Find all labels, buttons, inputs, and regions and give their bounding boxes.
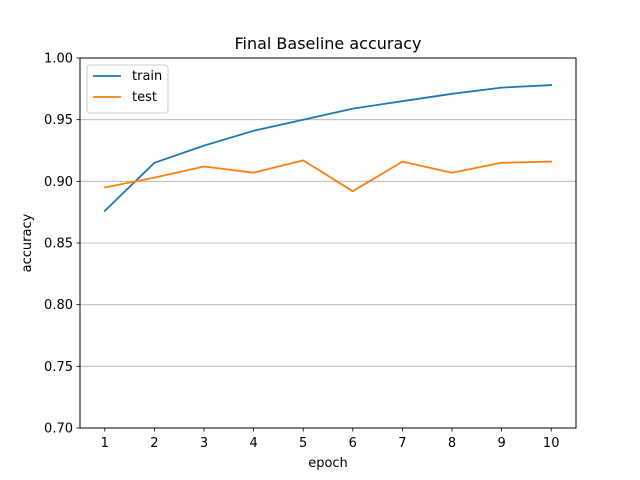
- x-tick-label: 6: [349, 436, 357, 451]
- y-axis-label: accuracy: [20, 213, 35, 272]
- x-tick-label: 1: [101, 436, 109, 451]
- x-tick-label: 8: [448, 436, 456, 451]
- x-tick-label: 2: [150, 436, 158, 451]
- legend-label-test: test: [132, 90, 157, 105]
- y-tick-label: 1.00: [44, 52, 73, 67]
- x-tick-label: 7: [398, 436, 406, 451]
- x-tick-label: 3: [200, 436, 208, 451]
- y-tick-label: 0.75: [44, 360, 73, 375]
- chart-title: Final Baseline accuracy: [234, 34, 421, 53]
- x-tick-label: 5: [299, 436, 307, 451]
- legend-box: [86, 64, 169, 114]
- axis-ticks: 0.70 0.75 0.80 0.85 0.90 0.95 1.00 1 2 3 4 5 6 7 8 9 10: [44, 52, 559, 452]
- y-tick-label: 0.95: [44, 113, 73, 128]
- x-tick-label: 9: [497, 436, 505, 451]
- y-tick-label: 0.80: [44, 298, 73, 313]
- x-tick-label: 4: [249, 436, 257, 451]
- y-tick-label: 0.70: [44, 422, 73, 437]
- y-tick-label: 0.85: [44, 237, 73, 252]
- series-line-test: [103, 159, 553, 193]
- y-tick-label: 0.90: [44, 175, 73, 190]
- series-line-train: [103, 84, 553, 213]
- x-tick-label: 10: [543, 436, 560, 451]
- series-lines: [103, 84, 553, 213]
- x-axis-label: epoch: [308, 456, 348, 471]
- legend: train test: [86, 64, 169, 114]
- legend-label-train: train: [132, 69, 162, 84]
